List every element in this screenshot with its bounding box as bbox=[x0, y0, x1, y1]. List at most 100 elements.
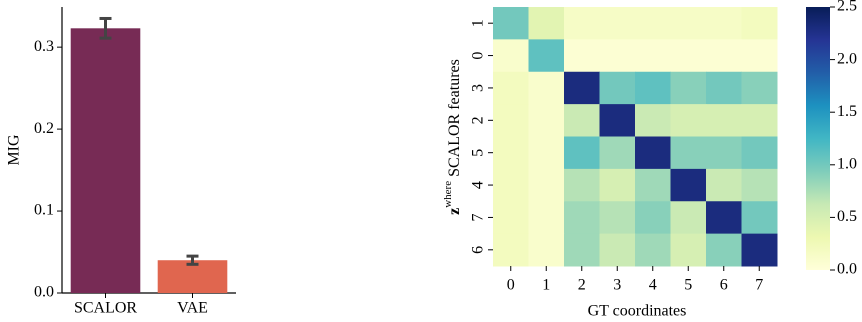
heatmap-cell bbox=[493, 233, 529, 267]
heatmap-cell bbox=[635, 39, 671, 73]
heatmap-cell bbox=[599, 39, 636, 73]
heatmap-cell bbox=[564, 233, 600, 267]
heatmap-cell bbox=[564, 136, 600, 170]
heatmap-cell bbox=[670, 201, 707, 235]
x-tick-label: 5 bbox=[684, 277, 692, 294]
heatmap-cell bbox=[670, 104, 707, 137]
heatmap-cell bbox=[706, 7, 742, 40]
heatmap-cell bbox=[528, 168, 565, 202]
colorbar-tick-label: 0.5 bbox=[837, 208, 857, 225]
heatmap-cell bbox=[635, 71, 671, 105]
heatmap-cell bbox=[706, 168, 742, 202]
heatmap-cell bbox=[706, 201, 742, 235]
heatmap-cell bbox=[741, 39, 778, 73]
colorbar-tick-label: 2.5 bbox=[837, 0, 857, 15]
heatmap-cell bbox=[528, 201, 565, 235]
x-axis-label: GT coordinates bbox=[588, 303, 687, 320]
heatmap-cell bbox=[599, 233, 636, 267]
heatmap-cell bbox=[635, 136, 671, 170]
y-tick-label: 0.3 bbox=[34, 38, 54, 55]
x-tick-label: 0 bbox=[507, 277, 515, 294]
heatmap-cell bbox=[635, 201, 671, 235]
heatmap-cell bbox=[741, 168, 778, 202]
heatmap-cell bbox=[599, 168, 636, 202]
heatmap-cell bbox=[670, 168, 707, 202]
heatmap-cell bbox=[493, 39, 529, 73]
y-tick-label: 3 bbox=[470, 84, 487, 92]
heatmap-cell bbox=[564, 168, 600, 202]
colorbar-tick-label: 1.5 bbox=[837, 103, 857, 120]
heatmap-cell bbox=[528, 39, 565, 73]
heatmap-cell bbox=[493, 136, 529, 170]
colorbar-tick-label: 0.0 bbox=[837, 261, 857, 278]
x-tick-label: 7 bbox=[755, 277, 763, 294]
heatmap-cell bbox=[635, 233, 671, 267]
y-label-superscript: where bbox=[442, 181, 454, 208]
heatmap-cell bbox=[635, 104, 671, 137]
heatmap-cell bbox=[741, 104, 778, 137]
heatmap-cell bbox=[741, 201, 778, 235]
y-tick-label: 1 bbox=[470, 19, 487, 27]
heatmap-cell bbox=[528, 136, 565, 170]
y-tick-label: 2 bbox=[470, 116, 487, 124]
heatmap-cell bbox=[670, 233, 707, 267]
heatmap-cell bbox=[741, 136, 778, 170]
x-tick-label: 1 bbox=[542, 277, 550, 294]
x-tick-label: VAE bbox=[177, 300, 208, 317]
heatmap-cell bbox=[670, 39, 707, 73]
heatmap-cell bbox=[599, 136, 636, 170]
y-label-symbol: z bbox=[446, 208, 463, 215]
colorbar-tick-label: 2.0 bbox=[837, 50, 857, 67]
y-tick-label: 0.2 bbox=[34, 120, 54, 137]
heatmap-cell bbox=[564, 39, 600, 73]
x-tick-label: 2 bbox=[578, 277, 586, 294]
heatmap-cell bbox=[493, 104, 529, 137]
y-tick-label: 0 bbox=[470, 52, 487, 60]
y-label-text: SCALOR features bbox=[446, 59, 463, 177]
y-axis-label: zwhere SCALOR features bbox=[442, 59, 463, 215]
heatmap-cell bbox=[706, 233, 742, 267]
heatmap-cell bbox=[706, 104, 742, 137]
heatmap-cell bbox=[635, 7, 671, 40]
heatmap-cell bbox=[599, 71, 636, 105]
heatmap-cell bbox=[741, 233, 778, 267]
x-tick-label: 4 bbox=[649, 277, 657, 294]
heatmap-cell bbox=[528, 7, 565, 40]
y-tick-label: 0.1 bbox=[34, 202, 54, 219]
heatmap-cell bbox=[706, 136, 742, 170]
heatmap-cell bbox=[564, 71, 600, 105]
heatmap-cell bbox=[493, 7, 529, 40]
heatmap-cell bbox=[670, 71, 707, 105]
heatmap-cell bbox=[706, 71, 742, 105]
heatmap-cell bbox=[564, 201, 600, 235]
heatmap-cell bbox=[528, 71, 565, 105]
heatmap-cell bbox=[635, 168, 671, 202]
colorbar bbox=[806, 7, 830, 270]
heatmap-cell bbox=[599, 104, 636, 137]
y-axis-label: MIG bbox=[6, 134, 23, 166]
y-tick-label: 4 bbox=[470, 181, 487, 189]
heatmap-cell bbox=[670, 136, 707, 170]
y-tick-label: 5 bbox=[470, 149, 487, 157]
heatmap-cell bbox=[599, 201, 636, 235]
bar bbox=[70, 28, 141, 294]
x-tick-label: 6 bbox=[720, 277, 728, 294]
heatmap-cell bbox=[528, 233, 565, 267]
heatmap-cell bbox=[741, 7, 778, 40]
y-tick-label: 7 bbox=[470, 213, 487, 221]
heatmap-cell bbox=[564, 104, 600, 137]
x-tick-label: SCALOR bbox=[74, 300, 137, 317]
colorbar-tick-label: 1.0 bbox=[837, 155, 857, 172]
heatmap-cell bbox=[706, 39, 742, 73]
heatmap-cell bbox=[493, 168, 529, 202]
heatmap-cell bbox=[493, 201, 529, 235]
y-tick-label: 6 bbox=[470, 246, 487, 254]
heatmap-cell bbox=[670, 7, 707, 40]
heatmap-cell bbox=[599, 7, 636, 40]
x-tick-label: 3 bbox=[613, 277, 621, 294]
heatmap-cell bbox=[528, 104, 565, 137]
heatmap-cell bbox=[493, 71, 529, 105]
y-tick-label: 0.0 bbox=[34, 284, 54, 301]
heatmap-cell bbox=[564, 7, 600, 40]
